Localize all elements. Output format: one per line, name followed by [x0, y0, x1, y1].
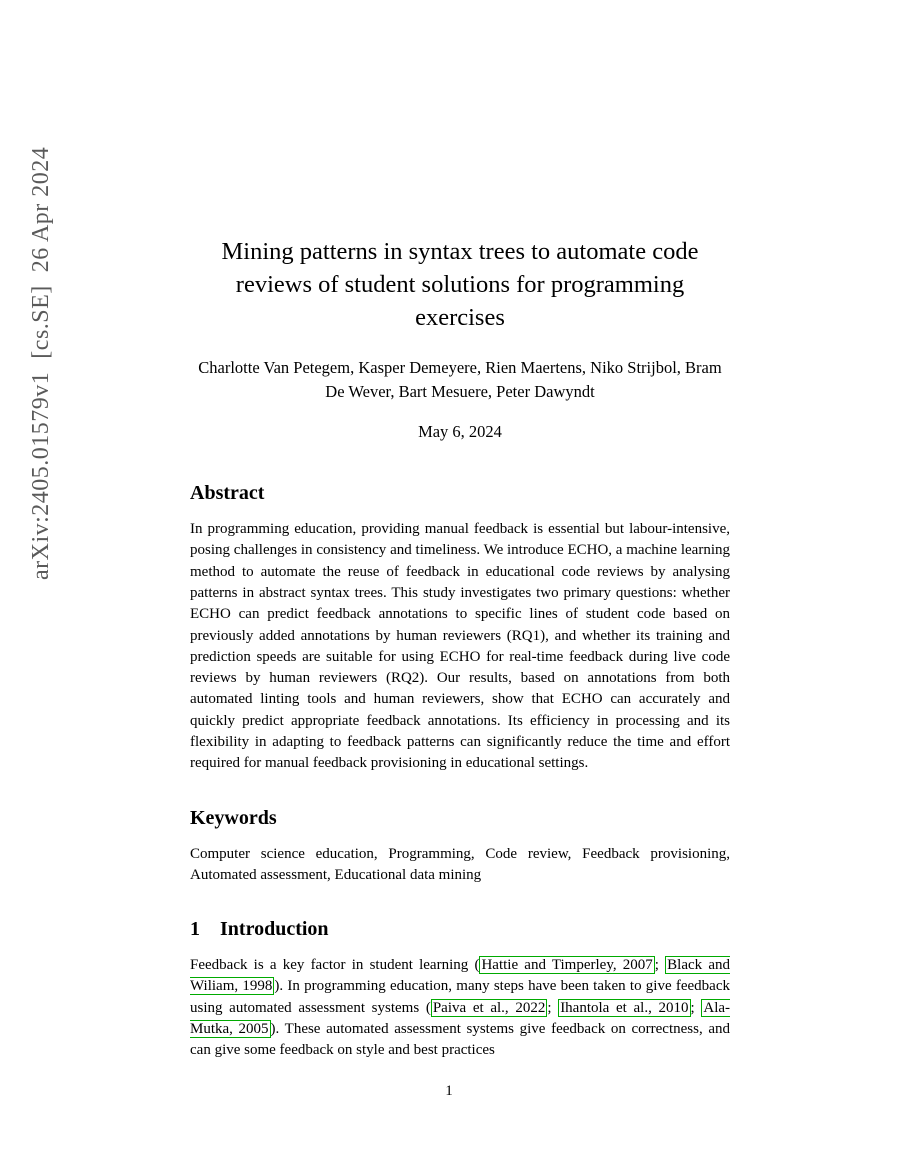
section-1-title: Introduction [220, 918, 329, 940]
body-text-fragment: Feedback is a key factor in student lear… [190, 957, 479, 973]
body-text-fragment: ; [655, 957, 665, 973]
arxiv-category: [cs.SE] [28, 285, 54, 358]
body-text-fragment: ). These automated assessment systems gi… [190, 1021, 730, 1058]
citation-link[interactable]: Paiva et al., 2022 [431, 999, 548, 1017]
keywords-heading: Keywords [190, 807, 730, 830]
body-text-fragment: ; [691, 1000, 702, 1016]
paper-title: Mining patterns in syntax trees to autom… [190, 235, 730, 334]
section-1-heading: 1 Introduction [190, 918, 730, 941]
abstract-heading: Abstract [190, 482, 730, 505]
paper-authors: Charlotte Van Petegem, Kasper Demeyere, … [190, 356, 730, 404]
keywords-text: Computer science education, Programming,… [190, 844, 730, 887]
section-1-number: 1 [190, 918, 200, 941]
citation-link[interactable]: Hattie and Timperley, 2007 [479, 956, 654, 974]
section-1-body: Feedback is a key factor in student lear… [190, 955, 730, 1061]
page-number: 1 [445, 1083, 453, 1100]
page-content: Mining patterns in syntax trees to autom… [190, 235, 730, 1062]
citation-link[interactable]: Ihantola et al., 2010 [558, 999, 690, 1017]
abstract-text: In programming education, providing manu… [190, 519, 730, 775]
arxiv-watermark: arXiv:2405.01579v1 [cs.SE] 26 Apr 2024 [28, 147, 55, 580]
paper-date: May 6, 2024 [190, 422, 730, 442]
arxiv-date: 26 Apr 2024 [28, 147, 54, 273]
arxiv-id: arXiv:2405.01579v1 [28, 372, 54, 580]
body-text-fragment: ; [547, 1000, 558, 1016]
